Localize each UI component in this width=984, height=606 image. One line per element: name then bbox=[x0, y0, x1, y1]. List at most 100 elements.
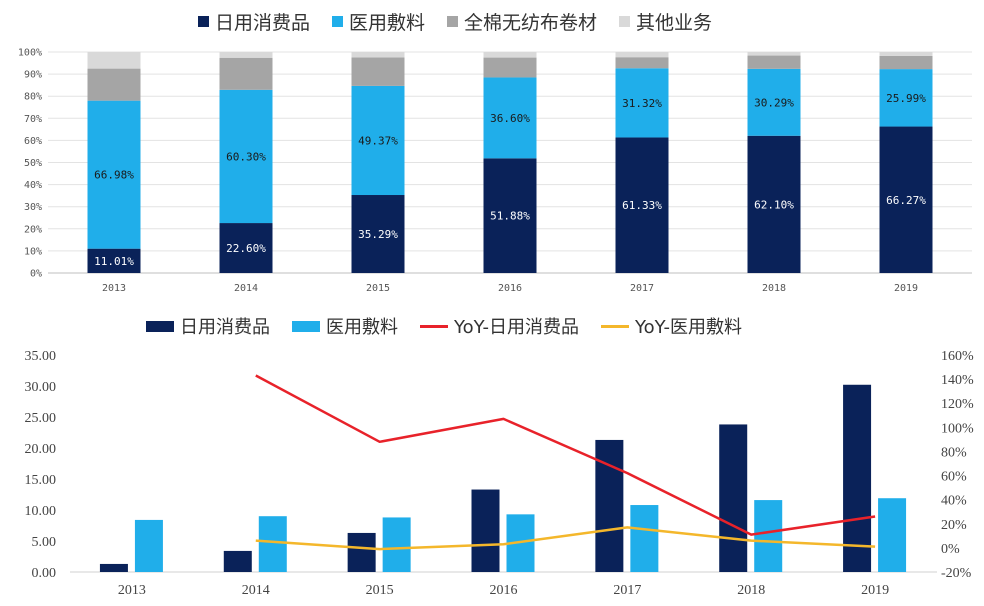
y2-tick-label: -20% bbox=[941, 566, 972, 581]
y-tick-label: 100% bbox=[18, 48, 42, 59]
x-tick-label: 2013 bbox=[118, 583, 146, 598]
bar-segment bbox=[483, 77, 537, 159]
bar-segment bbox=[351, 52, 405, 58]
y-tick-label: 90% bbox=[24, 70, 42, 81]
legend-bottom: 日用消费品 医用敷料 YoY-日用消费品 YoY-医用敷料 bbox=[146, 313, 764, 339]
y-tick-label: 80% bbox=[24, 92, 42, 103]
bar bbox=[754, 500, 783, 572]
y-tick-label: 15.00 bbox=[25, 473, 57, 488]
y-tick-label: 10% bbox=[24, 246, 42, 257]
bar-segment bbox=[483, 158, 537, 273]
y-tick-label: 70% bbox=[24, 114, 42, 125]
bar-segment bbox=[615, 68, 669, 138]
y2-tick-label: 40% bbox=[941, 494, 967, 509]
x-tick-label: 2019 bbox=[861, 583, 889, 598]
legend-item-other: 其他业务 bbox=[619, 8, 712, 35]
bar-segment bbox=[879, 52, 933, 56]
x-tick-label: 2016 bbox=[498, 283, 522, 294]
data-label: 25.99% bbox=[886, 92, 926, 105]
legend-label: 医用敷料 bbox=[326, 317, 398, 338]
legend-item-yoy-daily: YoY-日用消费品 bbox=[420, 313, 579, 339]
data-label: 66.98% bbox=[94, 169, 134, 182]
y-tick-label: 35.00 bbox=[25, 349, 57, 364]
bar-segment bbox=[615, 52, 669, 58]
legend-swatch bbox=[332, 16, 344, 27]
y2-tick-label: 20% bbox=[941, 518, 967, 533]
legend-label: 其他业务 bbox=[636, 12, 713, 34]
data-label: 11.01% bbox=[94, 255, 134, 268]
x-tick-label: 2019 bbox=[894, 283, 918, 294]
bar bbox=[471, 489, 500, 572]
y-tick-label: 20.00 bbox=[25, 442, 57, 457]
y2-tick-label: 100% bbox=[941, 421, 974, 436]
y-tick-label: 0.00 bbox=[32, 566, 57, 581]
bar-segment bbox=[615, 57, 669, 69]
bar bbox=[843, 384, 872, 572]
bar-segment bbox=[747, 52, 801, 56]
x-tick-label: 2015 bbox=[366, 283, 390, 294]
bar-segment bbox=[351, 57, 405, 86]
y2-tick-label: 0% bbox=[941, 542, 960, 557]
bar-segment bbox=[87, 248, 141, 273]
legend-line bbox=[420, 324, 448, 328]
legend-label: YoY-日用消费品 bbox=[454, 317, 579, 338]
data-label: 49.37% bbox=[358, 134, 398, 147]
legend-swatch bbox=[146, 320, 174, 332]
bar-segment bbox=[219, 89, 273, 224]
bar-segment bbox=[483, 57, 537, 78]
y-tick-label: 60% bbox=[24, 136, 42, 147]
bar-segment bbox=[351, 85, 405, 196]
legend-swatch bbox=[619, 16, 631, 27]
bar bbox=[878, 498, 907, 572]
y2-tick-label: 160% bbox=[941, 349, 974, 364]
y-tick-label: 20% bbox=[24, 224, 42, 235]
data-label: 35.29% bbox=[358, 228, 398, 241]
data-label: 51.88% bbox=[490, 210, 530, 223]
bar bbox=[258, 516, 287, 572]
x-tick-label: 2018 bbox=[737, 583, 765, 598]
bar bbox=[382, 517, 411, 572]
legend-label: 全棉无纺布卷材 bbox=[464, 12, 598, 34]
bar-segment bbox=[351, 195, 405, 273]
legend-swatch bbox=[292, 320, 320, 332]
x-tick-label: 2013 bbox=[102, 283, 126, 294]
bar-segment bbox=[615, 137, 669, 273]
bar-segment bbox=[879, 126, 933, 273]
data-label: 22.60% bbox=[226, 242, 266, 255]
bar bbox=[630, 505, 659, 572]
legend-top: 日用消费品 医用敷料 全棉无纺布卷材 其他业务 bbox=[198, 8, 734, 35]
x-tick-label: 2017 bbox=[630, 283, 654, 294]
bar bbox=[223, 550, 252, 572]
bar-segment bbox=[879, 55, 933, 70]
y-tick-label: 30.00 bbox=[25, 380, 57, 395]
y-tick-label: 50% bbox=[24, 158, 42, 169]
bar-segment bbox=[87, 52, 141, 69]
bar bbox=[719, 424, 748, 572]
legend-swatch bbox=[198, 16, 209, 27]
x-tick-label: 2017 bbox=[613, 583, 641, 598]
legend-item-medical-dressing: 医用敷料 bbox=[332, 8, 425, 35]
bar-segment bbox=[747, 55, 801, 69]
legend-item-yoy-medical: YoY-医用敷料 bbox=[600, 313, 742, 339]
legend-label: YoY-医用敷料 bbox=[634, 317, 742, 338]
data-label: 62.10% bbox=[754, 198, 794, 211]
bar-segment bbox=[747, 135, 801, 273]
bar bbox=[347, 532, 376, 572]
bar-segment bbox=[87, 68, 141, 101]
data-label: 30.29% bbox=[754, 96, 794, 109]
bar-segment bbox=[747, 68, 801, 136]
legend-item-daily-consumer: 日用消费品 bbox=[198, 8, 310, 35]
legend-item-daily-consumer-bar: 日用消费品 bbox=[146, 313, 270, 339]
y-tick-label: 5.00 bbox=[32, 535, 57, 550]
legend-label: 日用消费品 bbox=[180, 317, 270, 338]
x-tick-label: 2015 bbox=[366, 583, 394, 598]
y2-tick-label: 60% bbox=[941, 470, 967, 485]
y2-tick-label: 120% bbox=[941, 397, 974, 412]
series-line bbox=[255, 526, 876, 551]
legend-line bbox=[600, 324, 629, 328]
bar-segment bbox=[879, 69, 933, 127]
bar-segment bbox=[219, 223, 273, 273]
bar-segment bbox=[219, 52, 273, 58]
